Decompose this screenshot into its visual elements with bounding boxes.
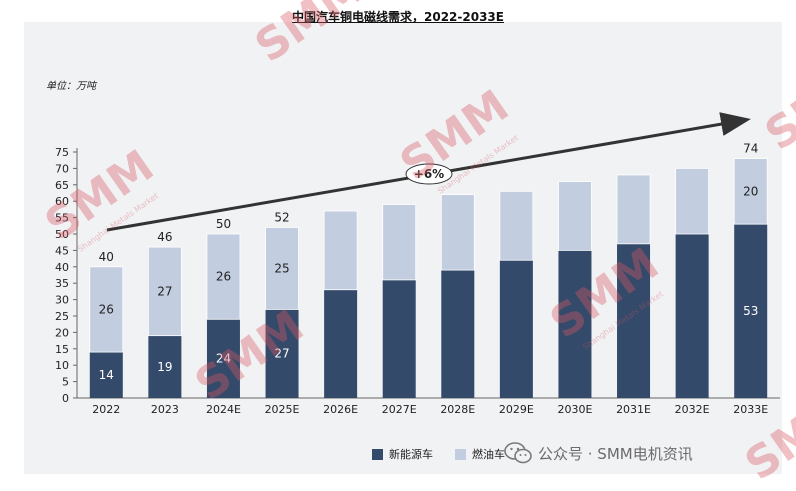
x-tick-label: 2032E bbox=[675, 403, 710, 416]
total-label: 50 bbox=[216, 217, 231, 231]
data-label: 24 bbox=[216, 352, 231, 366]
y-tick-label: 25 bbox=[55, 310, 69, 323]
data-label: 25 bbox=[274, 261, 289, 275]
bar-segment bbox=[148, 335, 182, 398]
y-tick-label: 0 bbox=[62, 392, 69, 405]
wechat-icon bbox=[504, 442, 532, 464]
bar-segment bbox=[265, 309, 299, 398]
y-tick-label: 50 bbox=[55, 228, 69, 241]
data-label: 26 bbox=[99, 302, 114, 316]
bar-segment bbox=[441, 270, 475, 398]
y-tick-label: 70 bbox=[55, 162, 69, 175]
bar-segment bbox=[265, 227, 299, 310]
bar-segment bbox=[734, 224, 768, 398]
bar-segment bbox=[89, 266, 124, 353]
bar-segment bbox=[382, 279, 416, 398]
wechat-text: 公众号 · SMM电机资讯 bbox=[538, 444, 693, 463]
x-tick-label: 2027E bbox=[382, 403, 417, 416]
bar-segment bbox=[323, 210, 358, 291]
legend: 新能源车 燃油车 bbox=[372, 446, 527, 462]
data-label: 26 bbox=[216, 270, 231, 284]
legend-swatch-nev bbox=[372, 448, 383, 460]
legend-item-nev: 新能源车 bbox=[372, 446, 433, 462]
x-tick-label: 2030E bbox=[557, 403, 592, 416]
total-label: 52 bbox=[274, 210, 289, 224]
data-label: 20 bbox=[743, 184, 758, 198]
legend-swatch-ice bbox=[455, 448, 466, 460]
x-tick-label: 2029E bbox=[499, 403, 534, 416]
legend-label-ice: 燃油车 bbox=[472, 448, 505, 461]
data-label: 19 bbox=[157, 360, 172, 374]
data-label: 53 bbox=[743, 304, 758, 318]
data-label: 27 bbox=[157, 284, 172, 298]
x-tick-label: 2023 bbox=[151, 403, 179, 416]
y-tick-label: 5 bbox=[62, 376, 69, 389]
chart-title: 中国汽车铜电磁线需求，2022-2033E bbox=[292, 10, 504, 24]
x-tick-label: 2022 bbox=[92, 403, 120, 416]
bar-segment bbox=[499, 260, 533, 398]
y-tick-label: 35 bbox=[55, 277, 69, 290]
y-tick-label: 15 bbox=[55, 343, 69, 356]
data-label: 27 bbox=[274, 347, 289, 361]
trend-label: +6% bbox=[414, 167, 444, 181]
bar-segment bbox=[558, 250, 592, 398]
x-tick-label: 2025E bbox=[265, 403, 300, 416]
bar-segment bbox=[733, 158, 768, 225]
x-tick-label: 2026E bbox=[323, 403, 358, 416]
bar-segment bbox=[382, 204, 417, 281]
y-tick-label: 30 bbox=[55, 294, 69, 307]
bar-segment bbox=[617, 243, 651, 398]
legend-item-ice: 燃油车 bbox=[455, 446, 505, 462]
bar-segment bbox=[616, 174, 651, 245]
y-tick-label: 20 bbox=[55, 326, 69, 339]
bar-segment bbox=[147, 246, 182, 337]
y-tick-label: 45 bbox=[55, 244, 69, 257]
trend-badge bbox=[405, 163, 453, 185]
bar-segment bbox=[558, 181, 592, 251]
bar-segment bbox=[440, 194, 475, 271]
total-label: 46 bbox=[157, 230, 172, 244]
bar-segment bbox=[675, 234, 709, 398]
total-label: 40 bbox=[99, 250, 114, 264]
data-label: 14 bbox=[99, 368, 114, 382]
legend-label-nev: 新能源车 bbox=[389, 448, 433, 461]
x-tick-label: 2031E bbox=[616, 403, 651, 416]
bar-segment bbox=[89, 352, 123, 398]
y-tick-label: 75 bbox=[55, 146, 69, 159]
y-tick-label: 10 bbox=[55, 359, 69, 372]
unit-label: 单位：万吨 bbox=[46, 81, 96, 92]
bar-segment bbox=[206, 319, 240, 398]
x-tick-label: 2024E bbox=[206, 403, 241, 416]
bar-segment bbox=[675, 167, 710, 235]
x-tick-label: 2033E bbox=[733, 403, 768, 416]
bar-segment bbox=[324, 289, 358, 398]
y-tick-label: 60 bbox=[55, 195, 69, 208]
y-tick-label: 65 bbox=[55, 179, 69, 192]
bar-segment bbox=[206, 233, 241, 320]
total-label: 74 bbox=[743, 142, 758, 156]
y-tick-label: 40 bbox=[55, 261, 69, 274]
x-tick-label: 2028E bbox=[440, 403, 475, 416]
bar-segment bbox=[499, 190, 534, 261]
wechat-account: 公众号 · SMM电机资讯 bbox=[504, 442, 693, 464]
y-tick-label: 55 bbox=[55, 212, 69, 225]
